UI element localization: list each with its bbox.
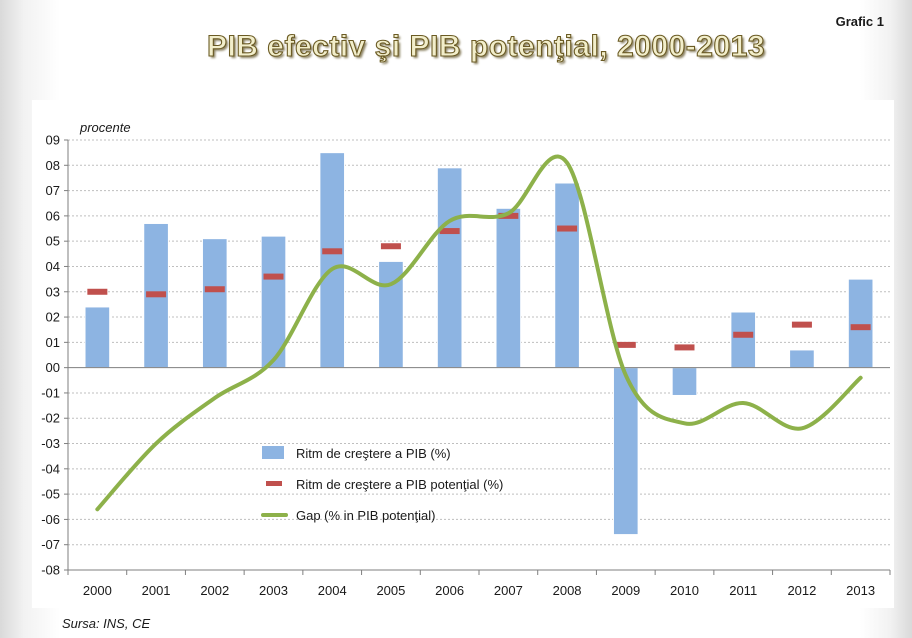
bar xyxy=(201,238,228,369)
bar xyxy=(730,311,757,369)
y-tick-label: 00 xyxy=(46,360,60,375)
y-tick-label: 02 xyxy=(46,310,60,325)
potential-growth-marker xyxy=(850,324,871,331)
y-tick-label: -06 xyxy=(41,512,60,527)
x-tick-label: 2007 xyxy=(494,583,523,598)
y-tick-label: -03 xyxy=(41,436,60,451)
potential-growth-marker xyxy=(263,273,284,280)
y-tick-label: -07 xyxy=(41,537,60,552)
y-tick-label: 01 xyxy=(46,335,60,350)
x-tick-label: 2009 xyxy=(611,583,640,598)
legend-label-line: Gap (% in PIB potenţial) xyxy=(296,508,435,523)
bar xyxy=(84,306,111,369)
legend: Ritm de creştere a PIB (%) Ritm de creşt… xyxy=(261,446,503,523)
chart-title: PIB efectiv şi PIB potenţial, 2000-2013 xyxy=(206,29,766,63)
x-tick-label: 2005 xyxy=(376,583,405,598)
x-tick-label: 2013 xyxy=(846,583,875,598)
x-tick-label: 2010 xyxy=(670,583,699,598)
potential-growth-marker xyxy=(615,341,636,348)
potential-growth-marker xyxy=(87,288,108,295)
potential-growth-marker xyxy=(439,228,460,235)
potential-growth-marker xyxy=(322,248,343,255)
legend-swatch-marker xyxy=(266,481,282,486)
bar xyxy=(847,278,874,369)
y-tick-label: 05 xyxy=(46,234,60,249)
y-tick-label: 07 xyxy=(46,183,60,198)
legend-label-bar: Ritm de creştere a PIB (%) xyxy=(296,446,451,461)
potential-growth-marker xyxy=(498,212,519,219)
y-axis-unit-label: procente xyxy=(79,120,131,135)
potential-growth-marker xyxy=(557,225,578,232)
potential-growth-marker xyxy=(380,243,401,250)
y-tick-label: 09 xyxy=(46,133,60,148)
bar xyxy=(495,207,522,369)
y-tick-label: 04 xyxy=(46,259,60,274)
potential-growth-marker xyxy=(674,344,695,351)
y-tick-label: 03 xyxy=(46,284,60,299)
x-tick-label: 2004 xyxy=(318,583,347,598)
x-tick-labels: 2000 2001 2002 2003 2004 2005 2006 2007 2008 2009… xyxy=(83,583,875,598)
y-tick-label: -04 xyxy=(41,461,60,476)
potential-growth-marker xyxy=(204,286,225,293)
figure-label: Grafic 1 xyxy=(835,14,884,29)
x-tick-label: 2008 xyxy=(553,583,582,598)
x-tick-label: 2001 xyxy=(142,583,171,598)
potential-growth-marker xyxy=(733,331,754,338)
bar xyxy=(671,367,698,396)
marker-series xyxy=(87,212,871,351)
x-tick-label: 2002 xyxy=(200,583,229,598)
bar xyxy=(789,349,815,369)
legend-swatch-bar xyxy=(262,446,284,459)
legend-label-marker: Ritm de creştere a PIB potenţial (%) xyxy=(296,477,503,492)
potential-growth-marker xyxy=(146,291,167,298)
bar xyxy=(436,167,463,369)
x-tick-label: 2003 xyxy=(259,583,288,598)
y-tick-label: -02 xyxy=(41,411,60,426)
bar xyxy=(319,152,346,369)
bar xyxy=(554,182,580,369)
potential-growth-marker xyxy=(791,321,812,328)
axes xyxy=(64,139,891,575)
y-tick-label: 08 xyxy=(46,158,60,173)
y-tick-label: 06 xyxy=(46,208,60,223)
x-tick-label: 2012 xyxy=(787,583,816,598)
y-tick-label: -01 xyxy=(41,385,60,400)
line-series xyxy=(95,154,863,512)
y-tick-label: -05 xyxy=(41,487,60,502)
x-tick-label: 2000 xyxy=(83,583,112,598)
gap-line xyxy=(95,154,863,512)
x-tick-label: 2011 xyxy=(729,583,757,598)
y-tick-label: -08 xyxy=(41,563,60,578)
source-note: Sursa: INS, CE xyxy=(62,616,151,631)
y-tick-labels: 09 08 07 06 05 04 03 02 01 00 -01 -02 -03 -04 -05 -06 -0… xyxy=(41,133,60,578)
x-tick-label: 2006 xyxy=(435,583,464,598)
